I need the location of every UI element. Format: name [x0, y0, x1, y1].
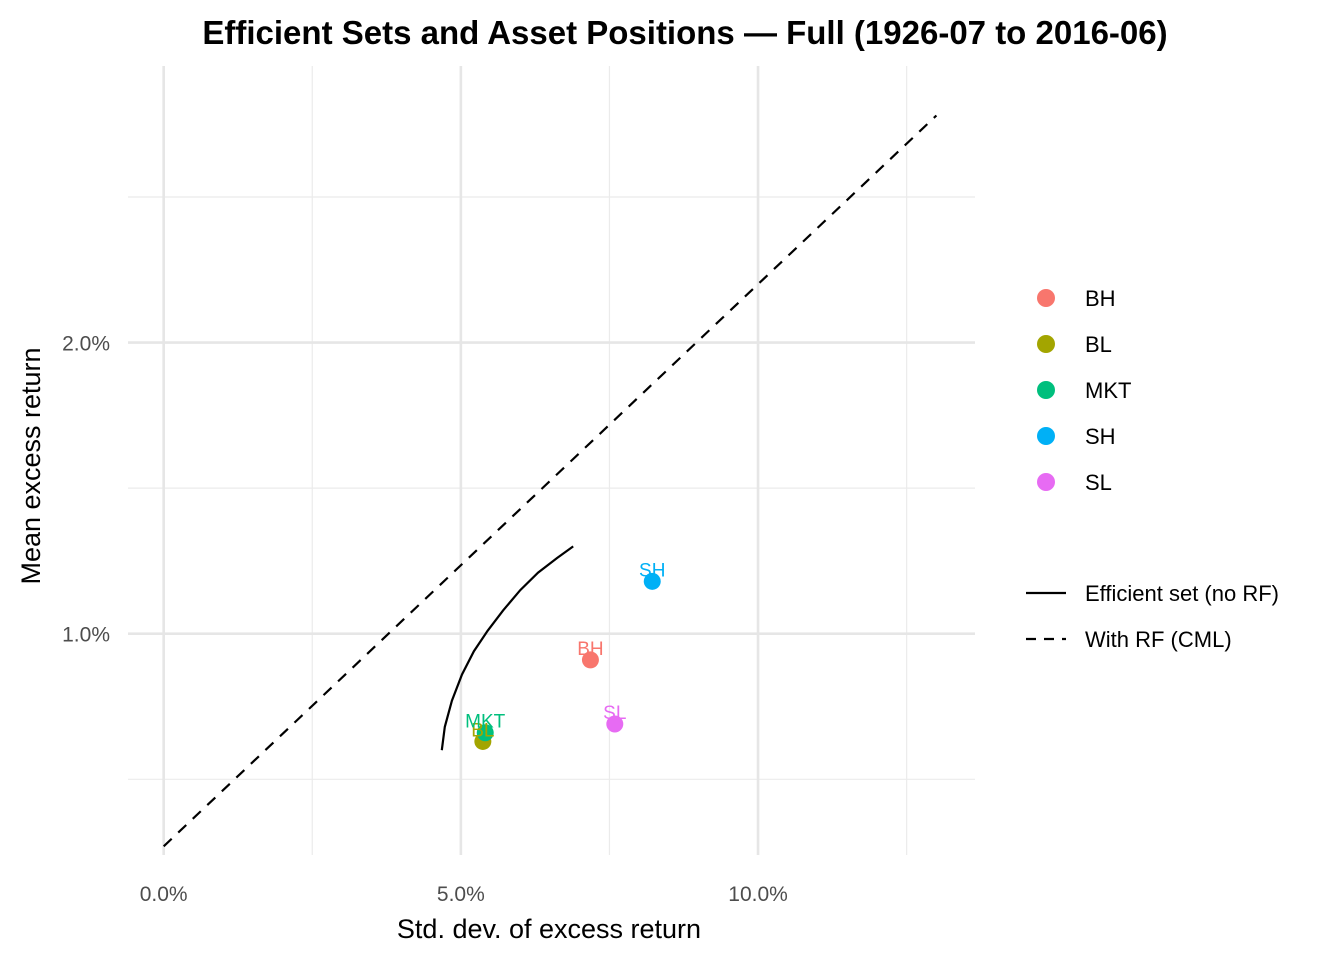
- y-tick-labels: 1.0% 2.0%: [62, 333, 110, 647]
- legend-label-sh: SH: [1085, 424, 1116, 449]
- legend-key-sl: [1037, 473, 1055, 491]
- point-sl: [606, 715, 624, 733]
- legend-label-mkt: MKT: [1085, 378, 1131, 403]
- data-points: [474, 572, 661, 750]
- minor-gridlines: [128, 66, 975, 855]
- legend-label-bl: BL: [1085, 332, 1112, 357]
- legend: BH BL MKT SH SL Efficient set (no RF) With RF …: [1026, 286, 1279, 652]
- point-sh: [643, 572, 661, 590]
- y-axis-title: Mean excess return: [16, 347, 46, 584]
- x-tick-label: 5.0%: [437, 883, 485, 906]
- major-gridlines: [128, 66, 975, 855]
- point-label-sl: SL: [603, 703, 626, 724]
- chart-title: Efficient Sets and Asset Positions — Ful…: [202, 14, 1167, 51]
- point-bh: [581, 651, 599, 669]
- x-tick-labels: 0.0% 5.0% 10.0%: [140, 883, 788, 906]
- x-tick-label: 10.0%: [728, 883, 788, 906]
- x-tick-label: 0.0%: [140, 883, 188, 906]
- point-label-bl: BL: [471, 720, 494, 741]
- legend-label-cml: With RF (CML): [1085, 627, 1232, 652]
- efficient-set-line: [440, 545, 574, 751]
- series-lines: [162, 114, 938, 848]
- legend-key-bh: [1037, 289, 1055, 307]
- x-axis-title: Std. dev. of excess return: [397, 914, 701, 944]
- legend-key-bl: [1037, 335, 1055, 353]
- legend-label-bh: BH: [1085, 286, 1116, 311]
- point-label-bh: BH: [577, 639, 603, 660]
- y-tick-label: 1.0%: [62, 624, 110, 647]
- point-label-sh: SH: [639, 560, 665, 581]
- legend-label-sl: SL: [1085, 470, 1112, 495]
- cml-line: [162, 114, 938, 848]
- legend-key-mkt: [1037, 381, 1055, 399]
- y-tick-label: 2.0%: [62, 333, 110, 356]
- legend-key-sh: [1037, 427, 1055, 445]
- point-mkt: [476, 724, 494, 742]
- point-label-mkt: MKT: [465, 712, 506, 733]
- legend-label-efficient-set: Efficient set (no RF): [1085, 581, 1279, 606]
